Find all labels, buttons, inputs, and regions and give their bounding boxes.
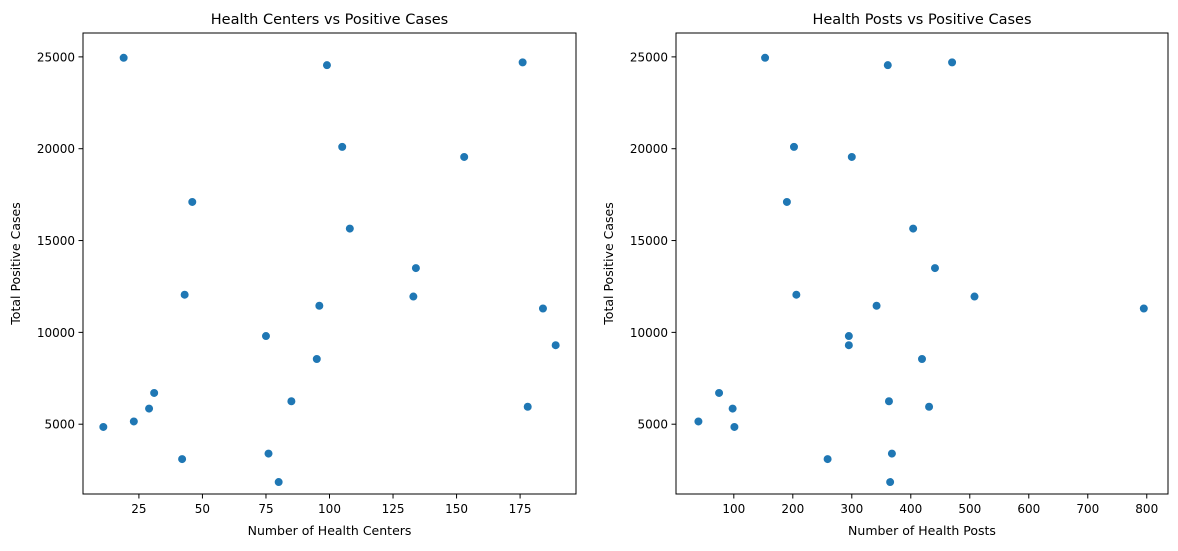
data-point bbox=[118, 52, 129, 63]
data-point bbox=[411, 263, 421, 273]
data-point bbox=[1139, 303, 1149, 314]
data-point bbox=[187, 197, 198, 207]
x-tick-label: 25 bbox=[131, 502, 146, 516]
y-axis-label: Total Positive Cases bbox=[8, 202, 23, 325]
data-point bbox=[917, 354, 927, 364]
data-points bbox=[693, 52, 1149, 487]
y-tick-label: 10000 bbox=[37, 326, 75, 340]
scatter-panel-1: 25 50 75 100 125 150 175 5000 10000 15000 20000 250… bbox=[8, 12, 577, 538]
data-point bbox=[844, 331, 854, 341]
x-tick-label: 600 bbox=[1017, 502, 1040, 516]
x-tick-label: 150 bbox=[445, 502, 468, 516]
data-point bbox=[930, 263, 940, 273]
y-tick-label: 20000 bbox=[630, 142, 668, 156]
data-point bbox=[885, 477, 895, 487]
data-point bbox=[345, 223, 355, 234]
x-tick-label: 500 bbox=[958, 502, 981, 516]
data-point bbox=[286, 396, 297, 407]
y-tick-label: 25000 bbox=[630, 50, 668, 64]
x-tick-label: 50 bbox=[195, 502, 210, 516]
data-points bbox=[98, 52, 561, 487]
data-point bbox=[693, 416, 704, 427]
data-point bbox=[760, 52, 770, 63]
data-point bbox=[144, 403, 154, 414]
data-point bbox=[263, 448, 274, 459]
data-point bbox=[947, 57, 957, 68]
y-tick-label: 5000 bbox=[44, 418, 75, 432]
data-point bbox=[871, 300, 882, 311]
data-point bbox=[714, 388, 724, 398]
data-point bbox=[887, 448, 897, 459]
data-point bbox=[969, 291, 980, 302]
data-point bbox=[844, 340, 854, 351]
data-point bbox=[882, 60, 893, 70]
chart-title: Health Posts vs Positive Cases bbox=[812, 12, 1031, 28]
data-point bbox=[337, 142, 348, 152]
y-tick-label: 15000 bbox=[37, 234, 75, 248]
scatter-panel-2: 100 200 300 400 500 600 700 800 5000 10000 15000 20… bbox=[601, 12, 1169, 538]
data-point bbox=[177, 454, 187, 464]
x-tick-label: 100 bbox=[318, 502, 341, 516]
y-tick-label: 25000 bbox=[37, 50, 75, 64]
x-tick-label: 800 bbox=[1135, 502, 1158, 516]
data-point bbox=[789, 142, 799, 152]
data-point bbox=[822, 454, 833, 464]
y-tick-label: 10000 bbox=[630, 326, 668, 340]
x-tick-label: 75 bbox=[258, 502, 273, 516]
data-point bbox=[517, 57, 528, 68]
data-point bbox=[408, 291, 419, 302]
data-point bbox=[550, 340, 561, 351]
data-point bbox=[782, 197, 792, 207]
data-point bbox=[129, 416, 139, 427]
data-point bbox=[522, 401, 533, 412]
chart-title: Health Centers vs Positive Cases bbox=[211, 12, 448, 28]
x-tick-label: 175 bbox=[509, 502, 532, 516]
data-point bbox=[727, 403, 738, 414]
data-point bbox=[846, 152, 857, 162]
x-axis-label: Number of Health Centers bbox=[248, 523, 412, 538]
y-tick-label: 15000 bbox=[630, 234, 668, 248]
x-tick-label: 200 bbox=[781, 502, 804, 516]
x-tick-label: 300 bbox=[840, 502, 863, 516]
y-axis-label: Total Positive Cases bbox=[601, 202, 616, 325]
x-tick-label: 125 bbox=[382, 502, 405, 516]
data-point bbox=[538, 303, 548, 314]
data-point bbox=[459, 152, 469, 162]
data-point bbox=[908, 223, 918, 234]
data-point bbox=[179, 289, 190, 300]
plot-frame bbox=[675, 32, 1169, 495]
x-tick-label: 700 bbox=[1076, 502, 1099, 516]
data-point bbox=[884, 396, 894, 407]
data-point bbox=[311, 354, 322, 364]
x-tick-label: 100 bbox=[722, 502, 745, 516]
y-tick-label: 5000 bbox=[637, 418, 668, 432]
x-tick-label: 400 bbox=[899, 502, 922, 516]
data-point bbox=[261, 331, 271, 341]
data-point bbox=[273, 477, 284, 487]
data-point bbox=[791, 289, 802, 300]
data-point bbox=[314, 300, 325, 311]
data-point bbox=[924, 401, 934, 412]
y-tick-label: 20000 bbox=[37, 142, 75, 156]
data-point bbox=[149, 388, 159, 398]
data-point bbox=[98, 422, 109, 432]
data-point bbox=[322, 60, 332, 70]
data-point bbox=[729, 422, 740, 432]
x-axis-label: Number of Health Posts bbox=[848, 523, 996, 538]
plot-frame bbox=[82, 32, 577, 495]
